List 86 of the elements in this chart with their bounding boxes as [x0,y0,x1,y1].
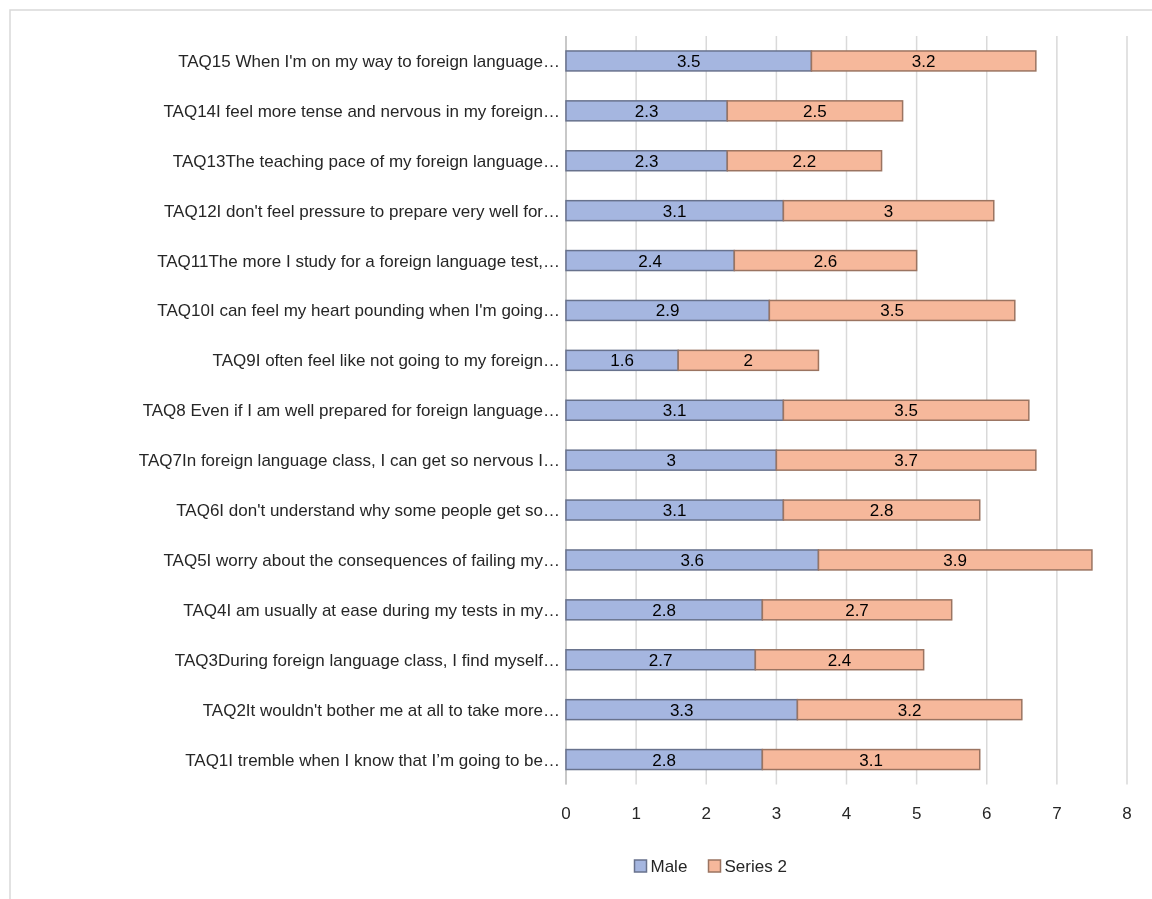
data-label: 3 [666,451,676,471]
bar [782,199,995,222]
data-label: 2.6 [813,251,838,271]
bar [565,748,764,771]
y-tick-label: TAQ6I don't understand why some people get so… [176,501,560,520]
bar [782,499,981,521]
x-tick-label: 3 [771,803,782,823]
bar [565,100,729,122]
data-label: 1.6 [610,351,634,371]
y-tick-label: TAQ5I worry about the consequences of failing my… [163,550,560,570]
bar [810,50,1037,72]
bar [726,150,883,172]
data-label: 2.5 [803,101,827,121]
x-tick-label: 2 [701,803,711,823]
data-label: 2.2 [792,151,817,171]
data-label: 2.4 [638,251,662,271]
bar [768,299,1016,322]
y-tick-label: TAQ10I can feel my heart pounding when I'm going… [157,301,560,321]
data-label: 3.1 [662,201,687,221]
data-label: 3.5 [676,51,701,71]
bar [817,549,1093,571]
bar [565,549,820,571]
y-tick-label: TAQ4I am usually at ease during my tests in my… [183,600,560,620]
y-tick-label: TAQ2It wouldn't bother me at all to take more… [202,700,560,720]
y-tick-label: TAQ15 When I'm on my way to foreign language… [178,51,560,71]
x-tick-label: 1 [631,803,641,823]
bar [565,449,778,471]
bar [565,599,764,621]
y-tick-label: TAQ8 Even if I am well prepared for foreign language… [142,401,560,421]
bar [565,698,799,721]
bar [775,449,1037,471]
x-tick-label: 8 [1122,803,1132,823]
data-label: 3 [883,201,894,221]
data-label: 2.4 [827,650,852,670]
bar [565,249,736,272]
x-tick-label: 6 [982,803,992,823]
data-label: 3.1 [662,501,687,520]
bar [565,399,785,421]
y-tick-label: TAQ9I often feel like not going to my foreign… [212,351,560,371]
data-label: 2.3 [634,151,659,171]
data-label: 2.8 [869,501,894,520]
bar [565,199,785,222]
data-label: 3.7 [894,451,918,471]
data-label: 2.8 [652,600,676,620]
data-label: 3.2 [911,51,936,71]
bar [782,399,1030,421]
data-label: 2.7 [845,600,869,620]
data-label: 3.5 [894,401,918,421]
data-label: 2 [743,351,754,371]
y-tick-label: TAQ13The teaching pace of my foreign language… [172,151,560,171]
y-tick-label: TAQ14I feel more tense and nervous in my foreign… [163,101,560,121]
bar [565,299,771,322]
data-label: 3.1 [662,401,687,421]
y-tick-label: TAQ7In foreign language class, I can get so nervous I… [138,451,560,471]
data-label: 3.1 [859,750,883,770]
data-label: 3.2 [897,700,922,720]
data-label: 2.8 [652,750,676,770]
data-label: 3.6 [680,550,705,570]
bar [761,748,981,771]
bar [726,100,904,122]
x-tick-label: 5 [911,803,922,823]
data-label: 2.3 [634,101,659,121]
y-tick-label: TAQ12I don't feel pressure to prepare very well for… [164,201,560,221]
data-label: 3.5 [880,301,904,321]
bar [565,349,679,372]
bar [565,150,729,172]
bar [754,649,925,671]
y-tick-label: TAQ1I tremble when I know that I’m going to be… [185,750,560,770]
bar [761,599,953,621]
data-label: 2.9 [655,301,680,321]
bar [796,698,1023,721]
y-tick-label: TAQ11The more I study for a foreign language test,… [157,251,560,271]
legend-label: Series 2 [724,856,787,876]
x-tick-label: 7 [1052,803,1062,823]
bar [565,649,757,671]
data-label: 2.7 [648,650,673,670]
bar [565,499,785,521]
data-label: 3.3 [669,700,694,720]
bar [565,50,813,72]
legend-label: Male [650,856,688,876]
x-tick-label: 0 [561,803,571,823]
x-tick-label: 4 [841,803,852,823]
y-tick-label: TAQ3During foreign language class, I find myself… [174,650,560,670]
data-label: 3.9 [943,550,968,570]
bar [733,249,918,272]
bar [677,349,820,372]
